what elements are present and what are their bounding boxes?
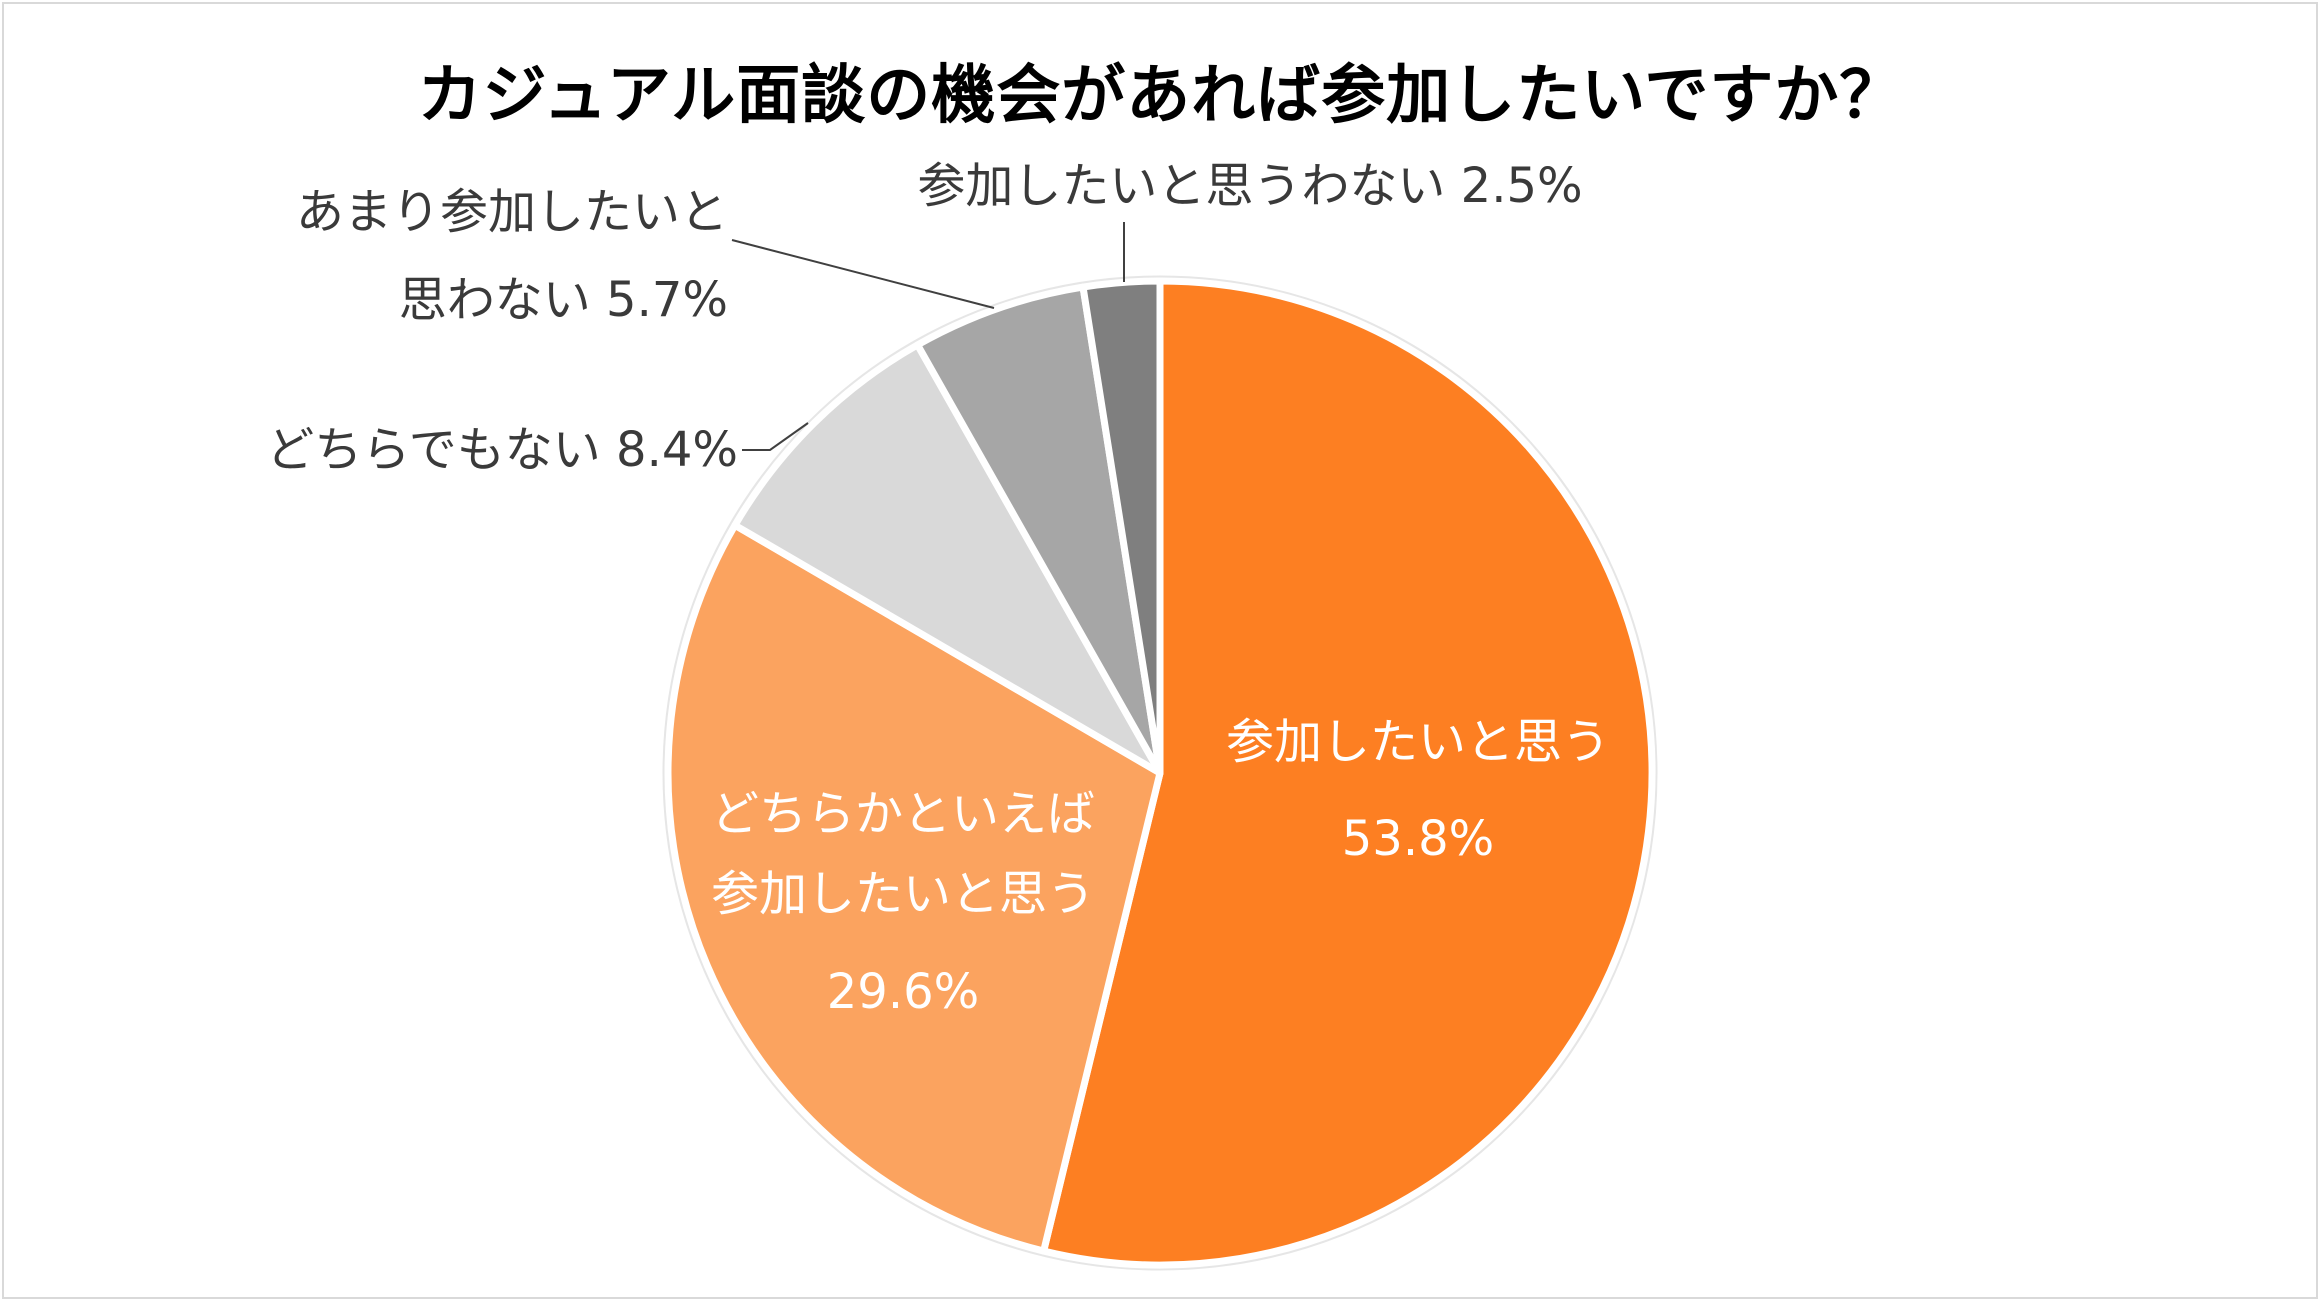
slice-label-3-line-1: どちらでもない 8.4% — [266, 422, 738, 478]
slice-label-2-line-1: どちらかといえば — [711, 786, 1095, 842]
pie-slice-1 — [1040, 277, 1656, 1269]
slice-label-1-line-2: 53.8% — [1342, 811, 1494, 867]
slice-label-1-line-1: 参加したいと思う — [1226, 714, 1610, 770]
slice-label-4-line-1: あまり参加したいと — [296, 184, 728, 240]
slice-label-4-line-2: 思わない 5.7% — [399, 272, 728, 328]
pie-slice-3 — [731, 341, 1164, 777]
slice-label-2-line-2: 参加したいと思う — [711, 866, 1095, 922]
pie-slice-5 — [1079, 277, 1164, 777]
chart-title: カジュアル面談の機会があれば参加したいですか？ — [417, 59, 1905, 133]
leader-line-3 — [742, 422, 809, 451]
pie-slice-2 — [664, 521, 1164, 1255]
pie-outline — [662, 275, 1658, 1271]
slice-label-5-line-1: 参加したいと思うわない 2.5% — [917, 158, 1582, 214]
slice-label-2-line-3: 29.6% — [827, 964, 979, 1020]
leader-line-4 — [731, 239, 995, 309]
